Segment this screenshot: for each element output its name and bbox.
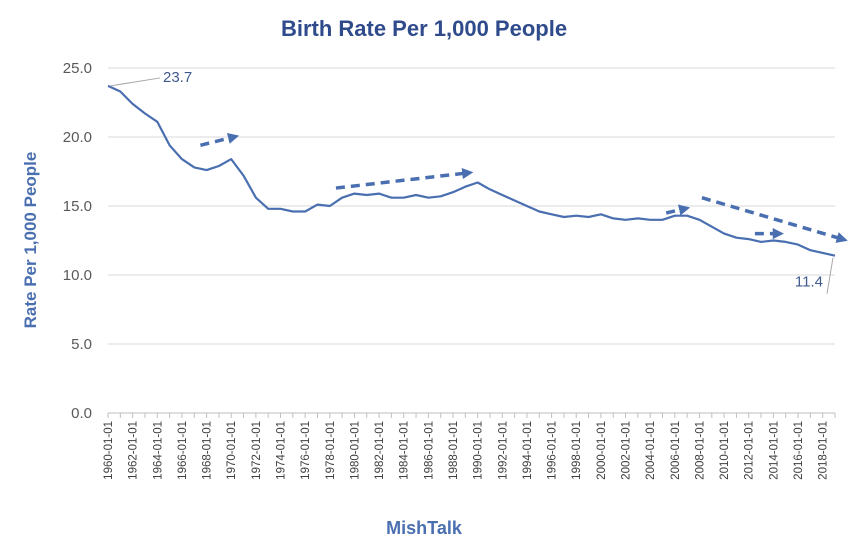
y-tick-label: 15.0: [63, 198, 92, 215]
x-tick-label: 1966-01-01: [177, 421, 189, 480]
annotation-leader-end: [826, 257, 834, 294]
annotations-layer: 23.7 11.4: [109, 69, 834, 294]
trend-arrow: [199, 132, 240, 147]
y-tick-label: 20.0: [63, 129, 92, 146]
x-tick-label: 1964-01-01: [152, 421, 164, 480]
x-tick-label: 2010-01-01: [719, 421, 731, 480]
annotation-end-value: 11.4: [795, 274, 823, 291]
birth-rate-line: [107, 84, 836, 257]
y-tick-label: 10.0: [63, 267, 92, 284]
x-tick-label: 2018-01-01: [818, 421, 830, 480]
x-tick-label: 2012-01-01: [744, 421, 756, 480]
y-axis-ticks: 0.0 5.0 10.0 15.0 20.0 25.0: [63, 60, 92, 422]
x-tick-label: 1970-01-01: [226, 421, 238, 480]
x-tick-label: 1988-01-01: [448, 421, 460, 480]
x-tick-label: 1980-01-01: [349, 421, 361, 480]
x-tick-label: 2006-01-01: [670, 421, 682, 480]
chart-title: Birth Rate Per 1,000 People: [281, 16, 567, 41]
x-tick-label: 1960-01-01: [103, 421, 115, 480]
trend-arrows: [199, 132, 848, 243]
x-tick-label: 1986-01-01: [423, 421, 435, 480]
x-tick-label: 1978-01-01: [325, 421, 337, 480]
x-tick-label: 1968-01-01: [202, 421, 214, 480]
gridlines: [108, 67, 835, 414]
x-axis-label: MishTalk: [386, 518, 463, 538]
trend-arrow: [665, 204, 691, 216]
trend-arrow: [335, 167, 474, 190]
x-tick-label: 1972-01-01: [251, 421, 263, 480]
annotation-start-value: 23.7: [163, 69, 192, 86]
y-axis-label: Rate Per 1,000 People: [21, 152, 40, 329]
trend-arrow: [701, 196, 848, 243]
x-tick-label: 2000-01-01: [596, 421, 608, 480]
series-layer: [107, 84, 836, 257]
x-tick-label: 1962-01-01: [128, 421, 140, 480]
x-tick-label: 1976-01-01: [300, 421, 312, 480]
x-tick-label: 1996-01-01: [547, 421, 559, 480]
x-tick-label: 2014-01-01: [768, 421, 780, 480]
x-tick-label: 1990-01-01: [473, 421, 485, 480]
x-tick-label: 1974-01-01: [276, 421, 288, 480]
x-tick-label: 2016-01-01: [793, 421, 805, 480]
x-tick-label: 1992-01-01: [497, 421, 509, 480]
y-tick-label: 25.0: [63, 60, 92, 77]
x-axis-ticks: 1960-01-01 1962-01-01 1964-01-01 1966-01-01…: [103, 413, 836, 480]
x-tick-label: 1998-01-01: [571, 421, 583, 480]
x-tick-label: 1994-01-01: [522, 421, 534, 480]
x-tick-label: 2002-01-01: [621, 421, 633, 480]
x-tick-label: 1984-01-01: [399, 421, 411, 480]
y-tick-label: 0.0: [71, 405, 92, 422]
x-tick-label: 1982-01-01: [374, 421, 386, 480]
x-tick-label: 2004-01-01: [645, 421, 657, 480]
annotation-leader-start: [109, 77, 161, 87]
x-tick-label: 2008-01-01: [694, 421, 706, 480]
y-tick-label: 5.0: [71, 336, 92, 353]
